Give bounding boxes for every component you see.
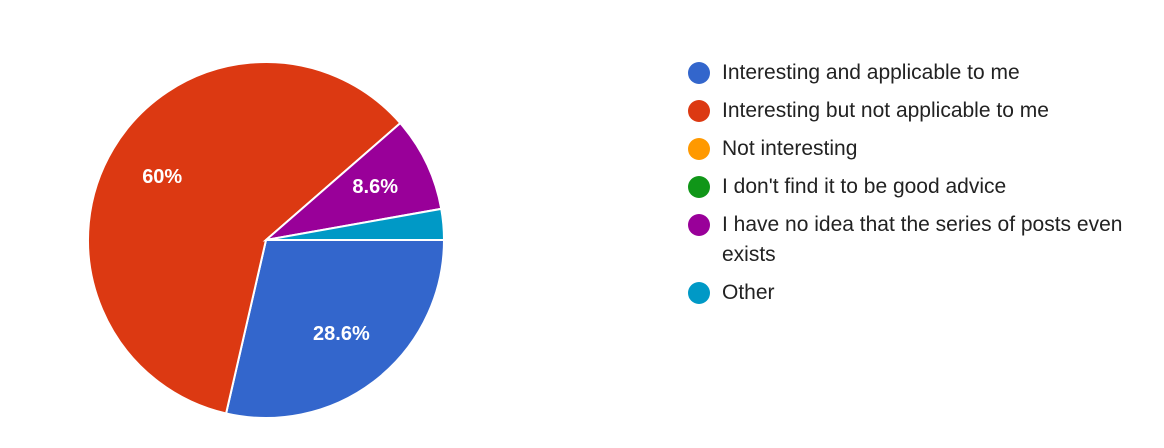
legend-label: Interesting but not applicable to me — [722, 99, 1049, 122]
data-label: 8.6% — [352, 176, 398, 198]
legend-item: Interesting but not applicable to me — [688, 96, 1138, 126]
data-label: 60% — [142, 166, 182, 188]
legend-item: Other — [688, 278, 1138, 308]
legend-swatch — [688, 282, 710, 304]
legend-item: I have no idea that the series of posts … — [688, 210, 1138, 270]
pie-slice — [262, 121, 443, 242]
legend-label: Other — [722, 281, 775, 304]
legend-label: Not interesting — [722, 137, 858, 160]
chart: 28.6% 60% 8.6% — [87, 61, 446, 419]
pie-slice — [224, 239, 446, 419]
legend-swatch — [688, 214, 710, 236]
legend: Interesting and applicable to me Interest… — [688, 58, 1138, 316]
legend-label: I don't find it to be good advice — [722, 175, 1007, 198]
pie-slice — [87, 61, 402, 415]
legend-label: Interesting and applicable to me — [722, 61, 1020, 84]
legend-swatch — [688, 176, 710, 198]
legend-item: Not interesting — [688, 134, 1138, 164]
legend-item: I don't find it to be good advice — [688, 172, 1138, 202]
legend-swatch — [688, 100, 710, 122]
legend-swatch — [688, 62, 710, 84]
legend-item: Interesting and applicable to me — [688, 58, 1138, 88]
pie-slice — [265, 207, 446, 241]
data-label: 28.6% — [313, 323, 370, 345]
legend-label: I have no idea that the series of posts … — [722, 213, 1123, 266]
legend-swatch — [688, 138, 710, 160]
